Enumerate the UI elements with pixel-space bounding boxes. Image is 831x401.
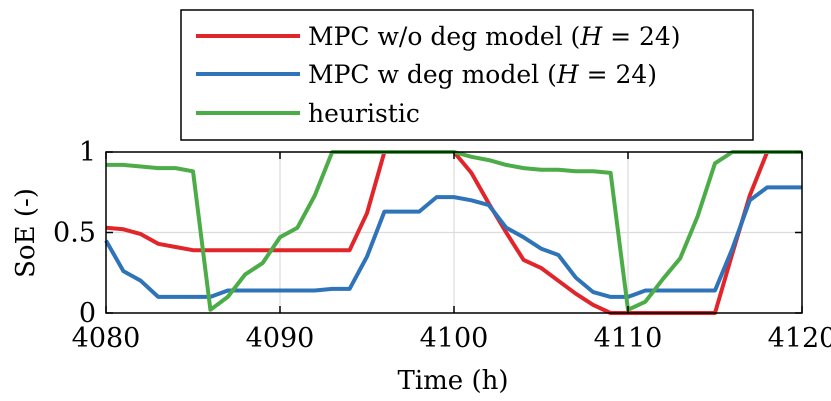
y-tick-label: 1 <box>79 137 96 168</box>
y-axis-label: SoE (-) <box>11 188 41 278</box>
x-tick-label: 4080 <box>72 323 141 354</box>
legend-label-2: MPC w deg model (H = 24) <box>308 60 657 89</box>
x-axis-label: Time (h) <box>398 366 509 396</box>
legend: MPC w/o deg model (H = 24) MPC w deg mode… <box>180 9 754 141</box>
x-tick-label: 4090 <box>246 323 315 354</box>
series-line-2 <box>104 185 802 299</box>
x-axis: 4080 4090 4100 4110 4120 <box>72 152 831 354</box>
y-axis: 00.51 <box>53 137 802 329</box>
y-tick-label: 0.5 <box>53 218 96 249</box>
legend-label-3: heuristic <box>308 99 420 128</box>
plot-area: 4080 4090 4100 4110 4120 00.51 <box>53 137 831 354</box>
x-tick-label: 4100 <box>420 323 489 354</box>
x-tick-label: 4110 <box>594 323 663 354</box>
x-tick-label: 4120 <box>768 323 831 354</box>
y-tick-label: 0 <box>79 298 96 329</box>
legend-label-1: MPC w/o deg model (H = 24) <box>308 22 681 51</box>
